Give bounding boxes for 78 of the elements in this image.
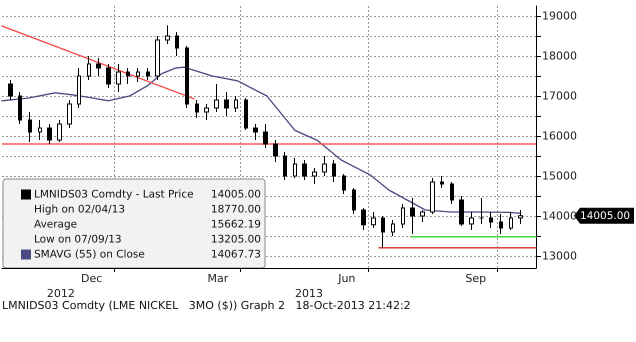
candlestick (312, 168, 317, 184)
annotation: 18770.00 (210, 204, 261, 216)
candlestick (293, 158, 297, 178)
line-series (1, 66, 522, 214)
candlestick (77, 68, 81, 108)
legend-label: SMAVG (55) on Close (34, 248, 145, 260)
candlestick (195, 100, 199, 118)
candlestick (430, 178, 435, 214)
candlestick (38, 120, 42, 140)
candlestick (57, 120, 62, 142)
x-tick-label: Mar (207, 272, 229, 285)
annotation: Low on 07/09/13 (34, 234, 122, 246)
candlestick (155, 36, 160, 80)
candlestick (185, 46, 189, 108)
candlestick (96, 58, 101, 76)
candlestick (371, 212, 376, 228)
candlestick (253, 124, 258, 140)
candlestick (263, 124, 268, 148)
y-tick-label: 13000 (542, 250, 577, 262)
annotation: 14005.00 (210, 188, 261, 200)
candlestick (440, 176, 444, 188)
y-tick-label: 19000 (542, 10, 577, 22)
candlestick (401, 204, 405, 228)
candlestick (322, 156, 327, 176)
candlestick (106, 64, 111, 88)
y-tick-label: 18000 (542, 50, 577, 62)
candlestick (450, 182, 454, 204)
annotation: 15662.19 (210, 218, 261, 230)
candlestick (244, 98, 248, 130)
annotation: High on 02/04/13 (34, 204, 126, 216)
legend-label: LMNIDS03 Comdty - Last Price (34, 188, 194, 200)
candlestick (273, 140, 278, 162)
candlestick (342, 174, 346, 194)
candlestick (469, 212, 474, 230)
candlestick (479, 198, 484, 224)
annotation: Average (34, 218, 78, 230)
candlestick (489, 212, 493, 228)
candlestick (381, 216, 385, 248)
candlestick (126, 68, 130, 84)
candlestick (204, 104, 209, 120)
candlestick (165, 24, 170, 44)
candlestick (116, 64, 121, 92)
candlestick (8, 80, 13, 100)
candlestick (410, 198, 415, 234)
candlestick (87, 56, 91, 80)
y-tick-label: 15000 (542, 170, 577, 182)
candlestick (352, 188, 356, 214)
x-tick-label: Dec (81, 272, 102, 285)
candlestick (332, 160, 336, 182)
text: LMNIDS03 Comdty (LME NICKEL 3MO ($)) Graph 2 18-Oct-2013 21:42:2 (2, 299, 411, 312)
y-tick-label: 17000 (542, 90, 577, 102)
candlestick (302, 160, 307, 180)
x2-tick-label: 2012 (46, 287, 75, 300)
x-tick-label: Sep (465, 272, 486, 285)
candlestick (459, 196, 464, 226)
annotation: 14067.73 (210, 248, 261, 260)
candlestick (146, 68, 150, 80)
candlestick (175, 32, 179, 56)
candlestick (214, 84, 219, 112)
candlestick (28, 112, 32, 142)
x2-tick-label: 2013 (294, 287, 323, 300)
candlestick (234, 96, 238, 112)
candlestick (136, 68, 140, 82)
text: 14005.00 (580, 210, 630, 222)
candlestick (283, 152, 287, 180)
candlestick (509, 212, 513, 230)
annotation: 13205.00 (210, 234, 261, 246)
candlestick (499, 214, 503, 234)
y-tick-label: 16000 (542, 130, 577, 142)
candlestick (518, 210, 523, 224)
candlestick (47, 124, 52, 144)
candlestick (18, 92, 22, 124)
candlestick (420, 210, 425, 222)
x-tick-label: Jun (337, 272, 356, 285)
candlestick (224, 92, 229, 116)
candlestick (67, 100, 72, 128)
candlestick (391, 220, 395, 236)
candlestick (361, 208, 366, 230)
